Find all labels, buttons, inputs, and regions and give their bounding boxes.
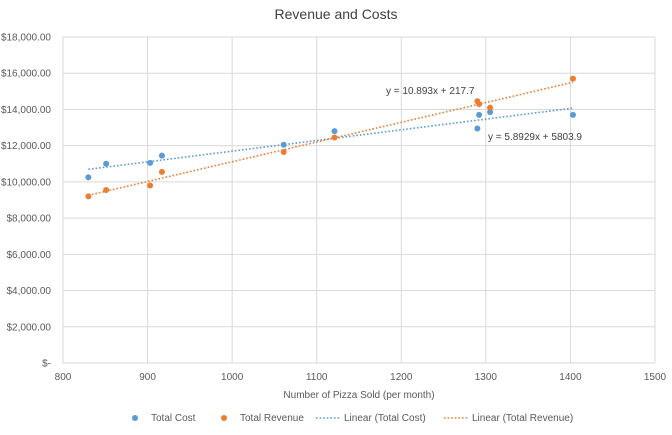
y-tick-label: $12,000.00 xyxy=(1,141,51,152)
trendline-equation: y = 5.8929x + 5803.9 xyxy=(488,132,582,143)
legend-marker xyxy=(132,415,138,421)
y-tick-label: $2,000.00 xyxy=(7,322,52,333)
data-point xyxy=(280,149,287,156)
data-point xyxy=(569,111,576,118)
x-axis-ticks: 800 900 1000 1100 1200 1300 1400 1500 xyxy=(55,372,667,383)
data-point xyxy=(158,168,165,175)
y-tick-label: $18,000.00 xyxy=(1,33,51,44)
legend-label: Total Revenue xyxy=(240,413,304,424)
data-point xyxy=(103,187,110,194)
data-point xyxy=(487,109,494,116)
data-point xyxy=(487,104,494,111)
gridlines xyxy=(62,36,656,364)
data-point xyxy=(158,152,165,159)
data-point xyxy=(85,193,92,200)
y-tick-label: $8,000.00 xyxy=(7,214,52,225)
y-tick-label: $6,000.00 xyxy=(7,250,52,261)
legend-label: Linear (Total Cost) xyxy=(344,413,426,424)
x-axis-title: Number of Pizza Sold (per month) xyxy=(283,390,434,401)
x-tick-label: 1300 xyxy=(475,372,498,383)
data-point xyxy=(476,101,483,108)
data-point xyxy=(280,141,287,148)
y-tick-label: $10,000.00 xyxy=(1,177,51,188)
data-point xyxy=(85,174,92,181)
y-tick-label: $16,000.00 xyxy=(1,69,51,80)
trendlines xyxy=(88,81,574,197)
data-point xyxy=(331,134,338,141)
y-tick-label: $4,000.00 xyxy=(7,286,52,297)
trendline-equations: y = 10.893x + 217.7 y = 5.8929x + 5803.9 xyxy=(386,86,582,143)
data-point xyxy=(103,160,110,167)
x-tick-label: 1200 xyxy=(390,372,413,383)
x-tick-label: 1100 xyxy=(306,372,328,383)
chart-title: Revenue and Costs xyxy=(274,6,398,22)
trendline-equation: y = 10.893x + 217.7 xyxy=(386,86,475,97)
x-tick-label: 1400 xyxy=(559,372,582,383)
data-point xyxy=(569,75,576,82)
x-tick-label: 1000 xyxy=(221,372,244,383)
y-tick-label: $14,000.00 xyxy=(1,105,51,116)
y-tick-label: $- xyxy=(42,359,51,370)
data-points xyxy=(85,75,576,200)
x-tick-label: 1500 xyxy=(644,372,667,383)
y-axis-ticks: $- $2,000.00 $4,000.00 $6,000.00 $8,000.00 $1… xyxy=(1,33,51,370)
data-point xyxy=(331,128,338,135)
x-tick-label: 900 xyxy=(139,372,156,383)
data-point xyxy=(474,125,481,132)
trendline xyxy=(88,81,574,197)
data-point xyxy=(147,182,154,189)
legend: Total Cost Total Revenue Linear (Total Cos… xyxy=(132,413,573,424)
data-point xyxy=(147,159,154,166)
data-point xyxy=(476,111,483,118)
x-tick-label: 800 xyxy=(55,372,72,383)
legend-label: Linear (Total Revenue) xyxy=(472,413,573,424)
trendline xyxy=(88,107,574,171)
legend-label: Total Cost xyxy=(151,413,196,424)
legend-marker xyxy=(221,415,227,421)
